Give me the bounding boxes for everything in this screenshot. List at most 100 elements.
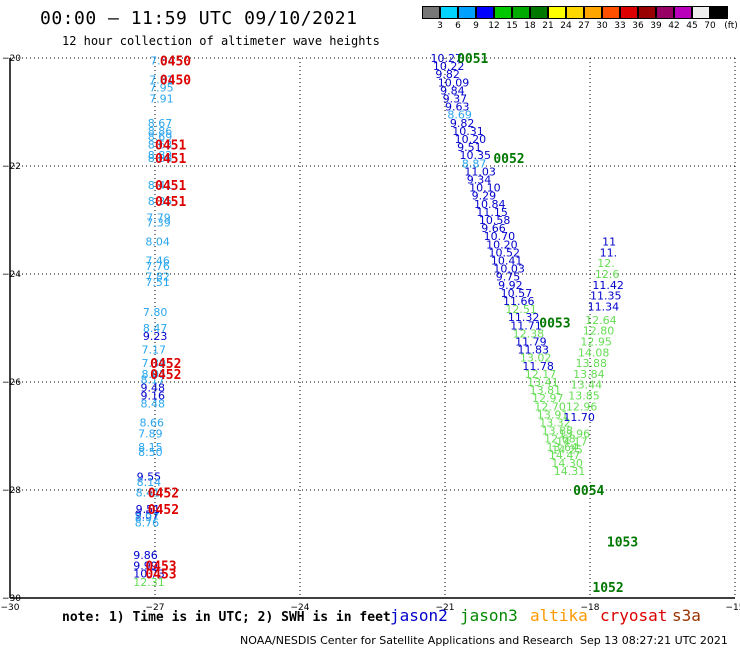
pass-time-label: 0054 <box>573 484 604 499</box>
page-subtitle: 12 hour collection of altimeter wave hei… <box>62 34 380 48</box>
x-tick-label: −27 <box>146 603 165 610</box>
wave-height-value: 7.51 <box>145 276 170 289</box>
wave-height-value: 7.79 <box>146 211 171 224</box>
y-tick-label: −22 <box>2 162 21 172</box>
legend-swatch <box>692 6 710 19</box>
wave-height-value: 8.76 <box>135 516 160 529</box>
legend-swatch <box>422 6 440 19</box>
legend-label: 18 <box>524 21 536 31</box>
generated-timestamp: Sep 13 08:27:21 UTC 2021 <box>580 634 728 647</box>
legend-swatch <box>566 6 584 19</box>
wave-height-value: 9.34 <box>467 174 492 187</box>
wave-height-value: 7.39 <box>146 217 171 230</box>
wave-height-value: 10.84 <box>474 198 506 211</box>
x-tick-label: −24 <box>291 603 310 610</box>
wave-height-value: 12.70 <box>534 400 566 413</box>
wave-height-value: 7.81 <box>149 74 174 87</box>
wave-height-value: 11.34 <box>588 300 620 313</box>
wave-height-value: 10.73 <box>133 568 165 581</box>
y-tick-label: −20 <box>2 54 21 64</box>
wave-height-value: 9.57 <box>135 508 160 521</box>
wave-height-value: 11.32 <box>508 311 540 324</box>
wave-height-value: 12.38 <box>513 327 545 340</box>
legend-label: 27 <box>578 21 590 31</box>
pass-time-label: 0450 <box>160 74 191 89</box>
legend-swatch <box>458 6 476 19</box>
wave-height-value: 14.30 <box>551 457 583 470</box>
pass-time-label: 0451 <box>155 138 186 153</box>
wave-height-value: 8.48 <box>141 398 166 411</box>
wave-height-value: 8.67 <box>148 117 173 130</box>
wave-height-value: 9.99 <box>133 560 158 573</box>
x-tick-label: −21 <box>436 603 455 610</box>
wave-height-value: 9.37 <box>443 93 468 106</box>
wave-height-value: 11.15 <box>476 206 508 219</box>
wave-height-value: 13.88 <box>576 357 608 370</box>
wave-height-value: 9.63 <box>445 101 470 114</box>
legend-label: 36 <box>632 21 644 31</box>
wave-height-value: 8.88 <box>148 152 173 165</box>
wave-height-value: 14.17 <box>556 435 588 448</box>
wave-height-value: 8.82 <box>148 149 173 162</box>
wave-height-value: 9.23 <box>143 330 168 343</box>
wave-height-value: 9.92 <box>498 279 522 292</box>
wave-height-value: 13.32 <box>539 417 571 430</box>
pass-time-label: 0451 <box>155 152 186 167</box>
wave-height-value: 10.35 <box>460 149 492 162</box>
wave-height-value: 11.71 <box>510 319 542 332</box>
wave-height-value: 9.51 <box>457 141 482 154</box>
wave-height-value: 7.80 <box>143 306 168 319</box>
legend-label: 24 <box>560 21 572 31</box>
wave-height-value: 13.84 <box>573 368 605 381</box>
wave-height-value: 8.50 <box>138 446 163 459</box>
wave-height-value: 8.87 <box>462 157 487 170</box>
legend-label: 9 <box>473 21 479 31</box>
wave-height-value: 8.41 <box>148 179 173 192</box>
legend-swatch <box>710 6 728 19</box>
pass-time-label: 0053 <box>539 317 570 332</box>
legend-swatch <box>674 6 692 19</box>
wave-height-value: 10.31 <box>452 125 484 138</box>
wave-height-value: 13.91 <box>537 408 569 421</box>
pass-time-label: 0451 <box>155 195 186 210</box>
wave-height-value: 12.97 <box>532 392 564 405</box>
wave-height-value: 9.55 <box>137 471 162 484</box>
sat-label-jason3: jason3 <box>460 606 518 625</box>
wave-height-value: 10.22 <box>433 60 465 73</box>
legend-label: 15 <box>506 21 518 31</box>
wave-height-value: 12.96 <box>566 400 598 413</box>
wave-height-value: 8.41 <box>136 487 161 500</box>
pass-time-label: 1052 <box>592 581 623 596</box>
legend-swatch <box>602 6 620 19</box>
wave-height-value: 12.17 <box>525 368 557 381</box>
credit-line: NOAA/NESDIS Center for Satellite Applica… <box>240 634 574 647</box>
wave-height-value: 13.96 <box>559 427 591 440</box>
wave-height-value: 8.63 <box>148 138 173 151</box>
wave-height-value: 14.25 <box>551 444 583 457</box>
wave-height-value: 9.51 <box>136 503 161 516</box>
footnote: note: 1) Time is in UTC; 2) SWH is in fe… <box>62 610 391 625</box>
wave-height-value: 10.03 <box>493 263 525 276</box>
wave-height-value: 12.31 <box>133 576 165 589</box>
wave-height-value: 9.16 <box>141 390 166 403</box>
wave-height-value: 13.41 <box>527 376 559 389</box>
wave-height-value: 9.86 <box>133 549 158 562</box>
wave-height-value: 12.51 <box>505 303 536 316</box>
legend-swatch <box>476 6 494 19</box>
legend-label: 30 <box>596 21 608 31</box>
wave-height-value: 8.86 <box>148 125 173 138</box>
y-tick-label: −24 <box>2 270 21 280</box>
legend-label: 21 <box>542 21 554 31</box>
wave-height-value: 10.70 <box>484 230 515 243</box>
wave-height-value: 13.81 <box>530 384 562 397</box>
pass-time-label: 0051 <box>457 52 488 67</box>
x-tick-label: −18 <box>581 603 600 610</box>
legend-swatch <box>620 6 638 19</box>
legend-swatch <box>530 6 548 19</box>
wave-height-value: 9.84 <box>440 84 465 97</box>
wave-height-value: 9.82 <box>450 117 475 130</box>
wave-height-value: 11.42 <box>592 279 624 292</box>
wave-height-value: 8.97 <box>135 511 160 524</box>
pass-time-label: 0452 <box>148 503 179 518</box>
wave-height-value: 11.70 <box>563 411 595 424</box>
